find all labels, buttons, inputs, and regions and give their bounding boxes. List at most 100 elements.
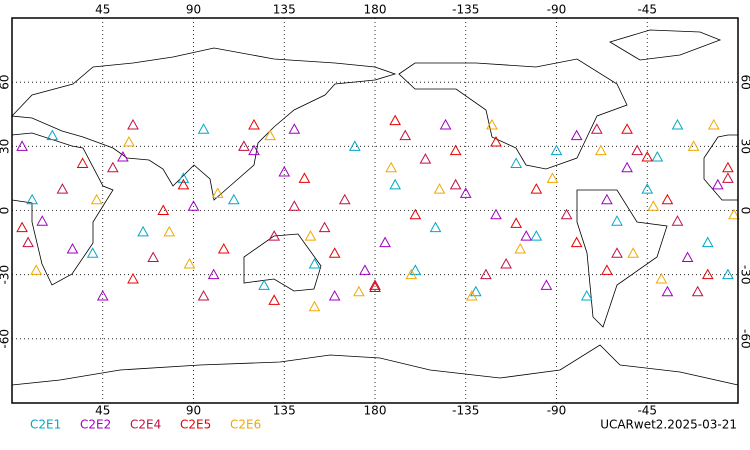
station-marker	[655, 272, 668, 284]
station-marker	[127, 118, 139, 130]
station-marker	[480, 268, 492, 280]
station-marker	[701, 236, 714, 248]
station-marker	[520, 230, 533, 241]
station-marker	[177, 172, 190, 183]
x-tick-label-top: -45	[637, 3, 657, 17]
station-marker	[369, 279, 381, 290]
station-marker	[177, 178, 190, 190]
x-tick-label-top: 135	[273, 3, 296, 17]
y-tick-label-right: 30	[739, 139, 750, 154]
legend: C2E1 C2E2 C2E4 C2E5 C2E6	[30, 418, 261, 432]
station-marker	[661, 285, 674, 297]
station-marker	[389, 178, 402, 190]
station-marker	[409, 208, 422, 220]
station-marker	[304, 230, 317, 241]
station-marker	[117, 150, 129, 162]
station-marker	[76, 157, 89, 168]
legend-entry: C2E1	[30, 418, 61, 432]
station-marker	[627, 247, 639, 258]
x-tick-label-bottom: 90	[186, 404, 201, 418]
station-marker	[510, 157, 523, 168]
station-marker	[288, 200, 301, 211]
africa	[11, 132, 114, 286]
station-marker	[722, 161, 734, 173]
station-marker	[728, 208, 740, 220]
station-marker	[318, 221, 331, 233]
x-tick-label-bottom: 45	[95, 404, 110, 418]
station-marker	[621, 123, 633, 134]
australia	[243, 233, 322, 292]
station-marker	[590, 123, 603, 134]
station-marker	[500, 257, 512, 269]
station-marker	[147, 251, 160, 263]
station-marker	[248, 118, 260, 130]
station-marker	[722, 172, 734, 183]
station-marker	[671, 118, 684, 130]
station-marker	[298, 172, 311, 183]
x-tick-label-bottom: -90	[547, 404, 567, 418]
station-marker	[268, 294, 281, 305]
station-marker	[96, 290, 109, 301]
station-marker	[691, 285, 704, 297]
station-marker	[328, 247, 341, 258]
x-tick-label-bottom: -45	[637, 404, 657, 418]
station-marker	[338, 193, 351, 205]
station-marker	[651, 150, 664, 162]
station-marker	[278, 165, 291, 177]
y-tick-label-right: -30	[739, 265, 750, 285]
eurasia	[11, 47, 397, 201]
station-marker	[459, 187, 472, 198]
station-marker	[157, 204, 170, 215]
station-marker	[268, 230, 281, 241]
station-marker	[540, 279, 553, 290]
y-tick-label-left: -30	[0, 265, 12, 285]
north-america	[398, 58, 628, 170]
station-marker	[570, 236, 583, 248]
x-tick-label-bottom: 135	[273, 404, 296, 418]
station-marker	[197, 290, 210, 301]
station-marker	[30, 264, 43, 275]
stations	[16, 114, 740, 312]
africa-west	[703, 134, 738, 201]
station-marker	[389, 114, 402, 126]
station-marker	[449, 178, 462, 190]
coastlines	[11, 29, 739, 386]
station-marker	[687, 140, 700, 151]
station-marker	[530, 183, 543, 194]
legend-entry: C2E5	[180, 418, 211, 432]
station-marker	[399, 129, 412, 141]
station-marker	[86, 247, 99, 258]
graticule: 45 45 90 90 135 135 180 180 -135 -135 -90 -90 -45 -45…	[0, 3, 750, 418]
station-marker	[681, 251, 694, 263]
greenland	[609, 29, 722, 61]
station-marker	[514, 242, 527, 254]
station-marker	[641, 183, 654, 194]
station-marker	[123, 136, 135, 147]
station-marker	[601, 264, 613, 275]
station-marker	[449, 144, 462, 156]
station-marker	[439, 118, 452, 130]
south-america	[576, 189, 668, 328]
y-tick-label-right: 60	[739, 75, 750, 90]
station-marker	[353, 285, 365, 297]
station-marker	[308, 257, 321, 269]
station-marker	[22, 236, 34, 248]
station-marker	[385, 161, 397, 173]
station-marker	[369, 281, 381, 292]
station-marker	[595, 144, 607, 156]
station-marker	[46, 129, 59, 141]
station-marker	[137, 225, 149, 237]
y-tick-label-left: 30	[0, 139, 12, 154]
station-marker	[661, 193, 674, 205]
station-marker	[36, 215, 49, 226]
station-marker	[671, 215, 684, 226]
station-marker	[711, 178, 724, 190]
station-marker	[328, 290, 341, 301]
station-marker	[490, 208, 502, 220]
station-marker	[701, 268, 714, 280]
station-marker	[486, 118, 498, 130]
station-marker	[211, 187, 224, 198]
station-marker	[465, 290, 478, 301]
station-marker	[419, 153, 432, 164]
x-tick-label-top: -135	[452, 3, 479, 17]
